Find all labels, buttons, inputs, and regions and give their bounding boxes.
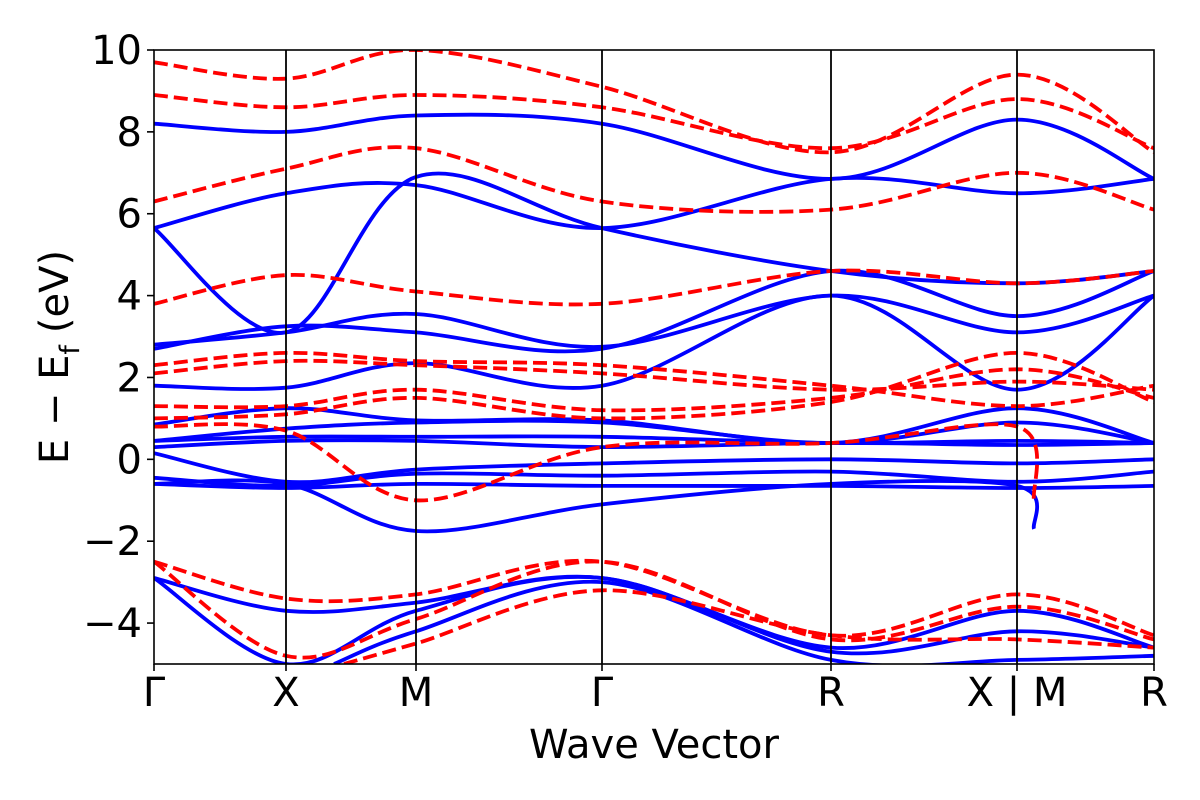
x-tick-label: Γ — [143, 670, 166, 716]
red-dashed-band-28 — [343, 588, 1154, 664]
x-tick-label: R — [1140, 670, 1168, 716]
blue-solid-band-13 — [154, 112, 1154, 181]
x-tick-label: X | M — [967, 670, 1068, 716]
blue-solid-band-14 — [154, 574, 1154, 650]
kpoint-lines — [285, 50, 1018, 664]
red-dashed-band-23 — [154, 145, 1154, 214]
blue-solid-band-2 — [154, 451, 1154, 485]
blue-solid-band-15 — [154, 575, 1154, 664]
y-ticks: −4 −2 0 2 4 6 8 10 — [83, 28, 154, 647]
blue-solid-band-12 — [154, 175, 1154, 231]
y-tick-label: 6 — [117, 192, 142, 238]
y-tick-label: 4 — [117, 274, 142, 320]
y-tick-label: 8 — [117, 110, 142, 156]
plot-frame — [153, 49, 1155, 665]
y-tick-label: 10 — [91, 28, 142, 74]
red-dashed-band-17 — [154, 422, 1040, 503]
y-tick-label: 2 — [117, 355, 142, 401]
x-axis-title: Wave Vector — [529, 722, 780, 768]
x-tick-label: Γ — [591, 670, 614, 716]
x-tick-label: X — [272, 670, 299, 716]
blue-solid-band-5 — [154, 418, 1154, 445]
series-layer — [154, 50, 1154, 664]
y-axis-title-unit: (eV) — [32, 250, 78, 333]
y-tick-label: −4 — [83, 601, 142, 647]
y-tick-label: 0 — [117, 437, 142, 483]
y-axis-title: E − Ef (eV) — [32, 250, 86, 464]
red-dashed-band-20 — [154, 358, 1154, 392]
blue-solid-band-11 — [154, 171, 1154, 335]
y-tick-label: −2 — [83, 519, 142, 565]
blue-solid-band-0 — [154, 481, 1154, 490]
x-tick-label: M — [399, 670, 434, 716]
blue-solid-band-4 — [154, 434, 1154, 445]
y-axis-title-main: E − E — [32, 355, 78, 465]
red-dashed-band-21 — [154, 350, 1154, 408]
red-dashed-band-22 — [154, 268, 1154, 307]
x-ticks: Γ X M Γ R X | M R — [143, 664, 1168, 716]
y-axis-title-subscript: f — [55, 344, 86, 355]
red-dashed-band-19 — [154, 367, 1154, 413]
svg-text:E − Ef(eV): E − Ef (eV) — [32, 250, 86, 464]
x-tick-label: R — [817, 670, 845, 716]
